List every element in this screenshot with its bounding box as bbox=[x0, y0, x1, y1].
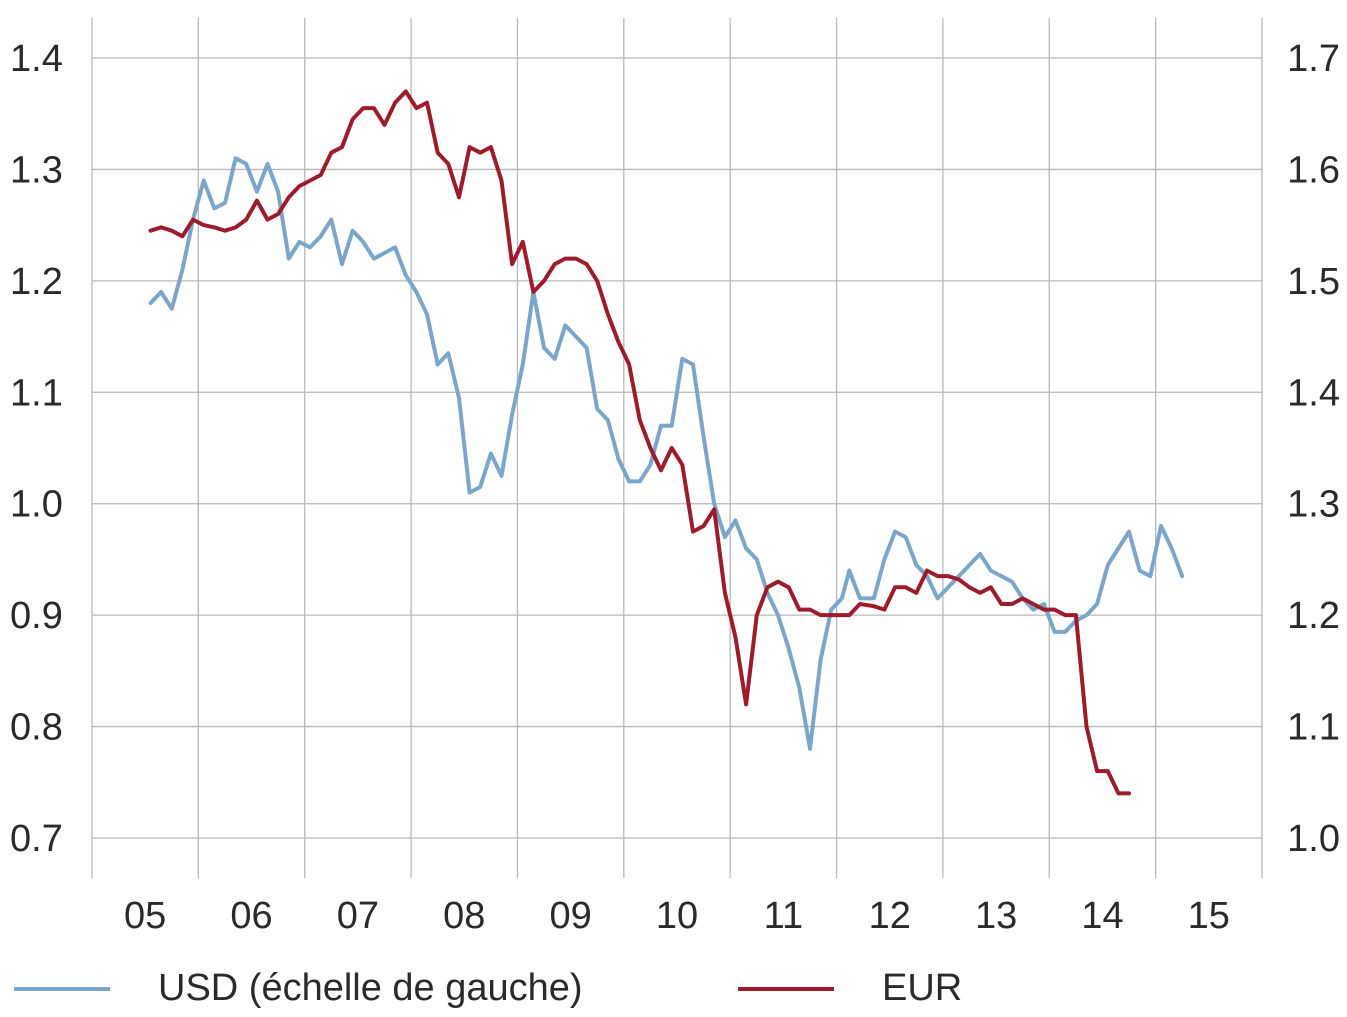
x-tick-label: 12 bbox=[869, 895, 911, 937]
y-right-tick-label: 1.6 bbox=[1287, 149, 1340, 191]
legend-item-usd: USD (échelle de gauche) bbox=[14, 960, 583, 1017]
y-left-tick-label: 1.4 bbox=[10, 38, 63, 80]
eur-series-line bbox=[148, 89, 1131, 796]
y-left-tick-label: 0.8 bbox=[10, 707, 63, 749]
legend-item-eur: EUR bbox=[738, 960, 962, 1017]
legend-swatch-usd bbox=[14, 986, 110, 991]
grid bbox=[91, 18, 1263, 878]
x-tick-label: 08 bbox=[443, 895, 485, 937]
x-tick-label: 06 bbox=[230, 895, 272, 937]
x-tick-label: 13 bbox=[975, 895, 1017, 937]
line-chart: 0.7 1.0 0.8 1.1 0.9 1.2 1.0 1.3 1.1 1.4 1.2 1.5 1.3 1… bbox=[10, 18, 1340, 937]
legend-label-eur: EUR bbox=[882, 967, 963, 1009]
y-left-tick-label: 1.1 bbox=[10, 372, 63, 414]
y-right-tick-label: 1.4 bbox=[1287, 372, 1340, 414]
y-right-tick-label: 1.1 bbox=[1287, 707, 1340, 749]
y-right-tick-label: 1.7 bbox=[1287, 38, 1340, 80]
y-right-tick-label: 1.2 bbox=[1287, 595, 1340, 637]
x-tick-label: 15 bbox=[1188, 895, 1230, 937]
y-left-tick-label: 0.7 bbox=[10, 818, 63, 860]
y-left-tick-label: 1.0 bbox=[10, 484, 63, 526]
y-left-tick-label: 1.3 bbox=[10, 149, 63, 191]
x-tick-label: 07 bbox=[337, 895, 379, 937]
x-tick-label: 11 bbox=[764, 895, 803, 937]
y-right-tick-label: 1.3 bbox=[1287, 484, 1340, 526]
x-tick-label: 10 bbox=[656, 895, 698, 937]
series-lines bbox=[148, 89, 1185, 796]
y-right-tick-label: 1.5 bbox=[1287, 261, 1340, 303]
usd-series-line bbox=[148, 156, 1185, 751]
y-left-tick-label: 0.9 bbox=[10, 595, 63, 637]
x-tick-label: 05 bbox=[124, 895, 166, 937]
y-right-tick-label: 1.0 bbox=[1287, 818, 1340, 860]
x-tick-label: 14 bbox=[1081, 895, 1123, 937]
tick-labels: 0.7 1.0 0.8 1.1 0.9 1.2 1.0 1.3 1.1 1.4 1.2 1.5 1.3 1… bbox=[10, 38, 1340, 937]
y-left-tick-label: 1.2 bbox=[10, 261, 63, 303]
legend-label-usd: USD (échelle de gauche) bbox=[158, 967, 583, 1009]
legend: USD (échelle de gauche) EUR bbox=[0, 960, 1347, 1017]
x-tick-label: 09 bbox=[549, 895, 591, 937]
legend-swatch-eur bbox=[738, 986, 834, 991]
